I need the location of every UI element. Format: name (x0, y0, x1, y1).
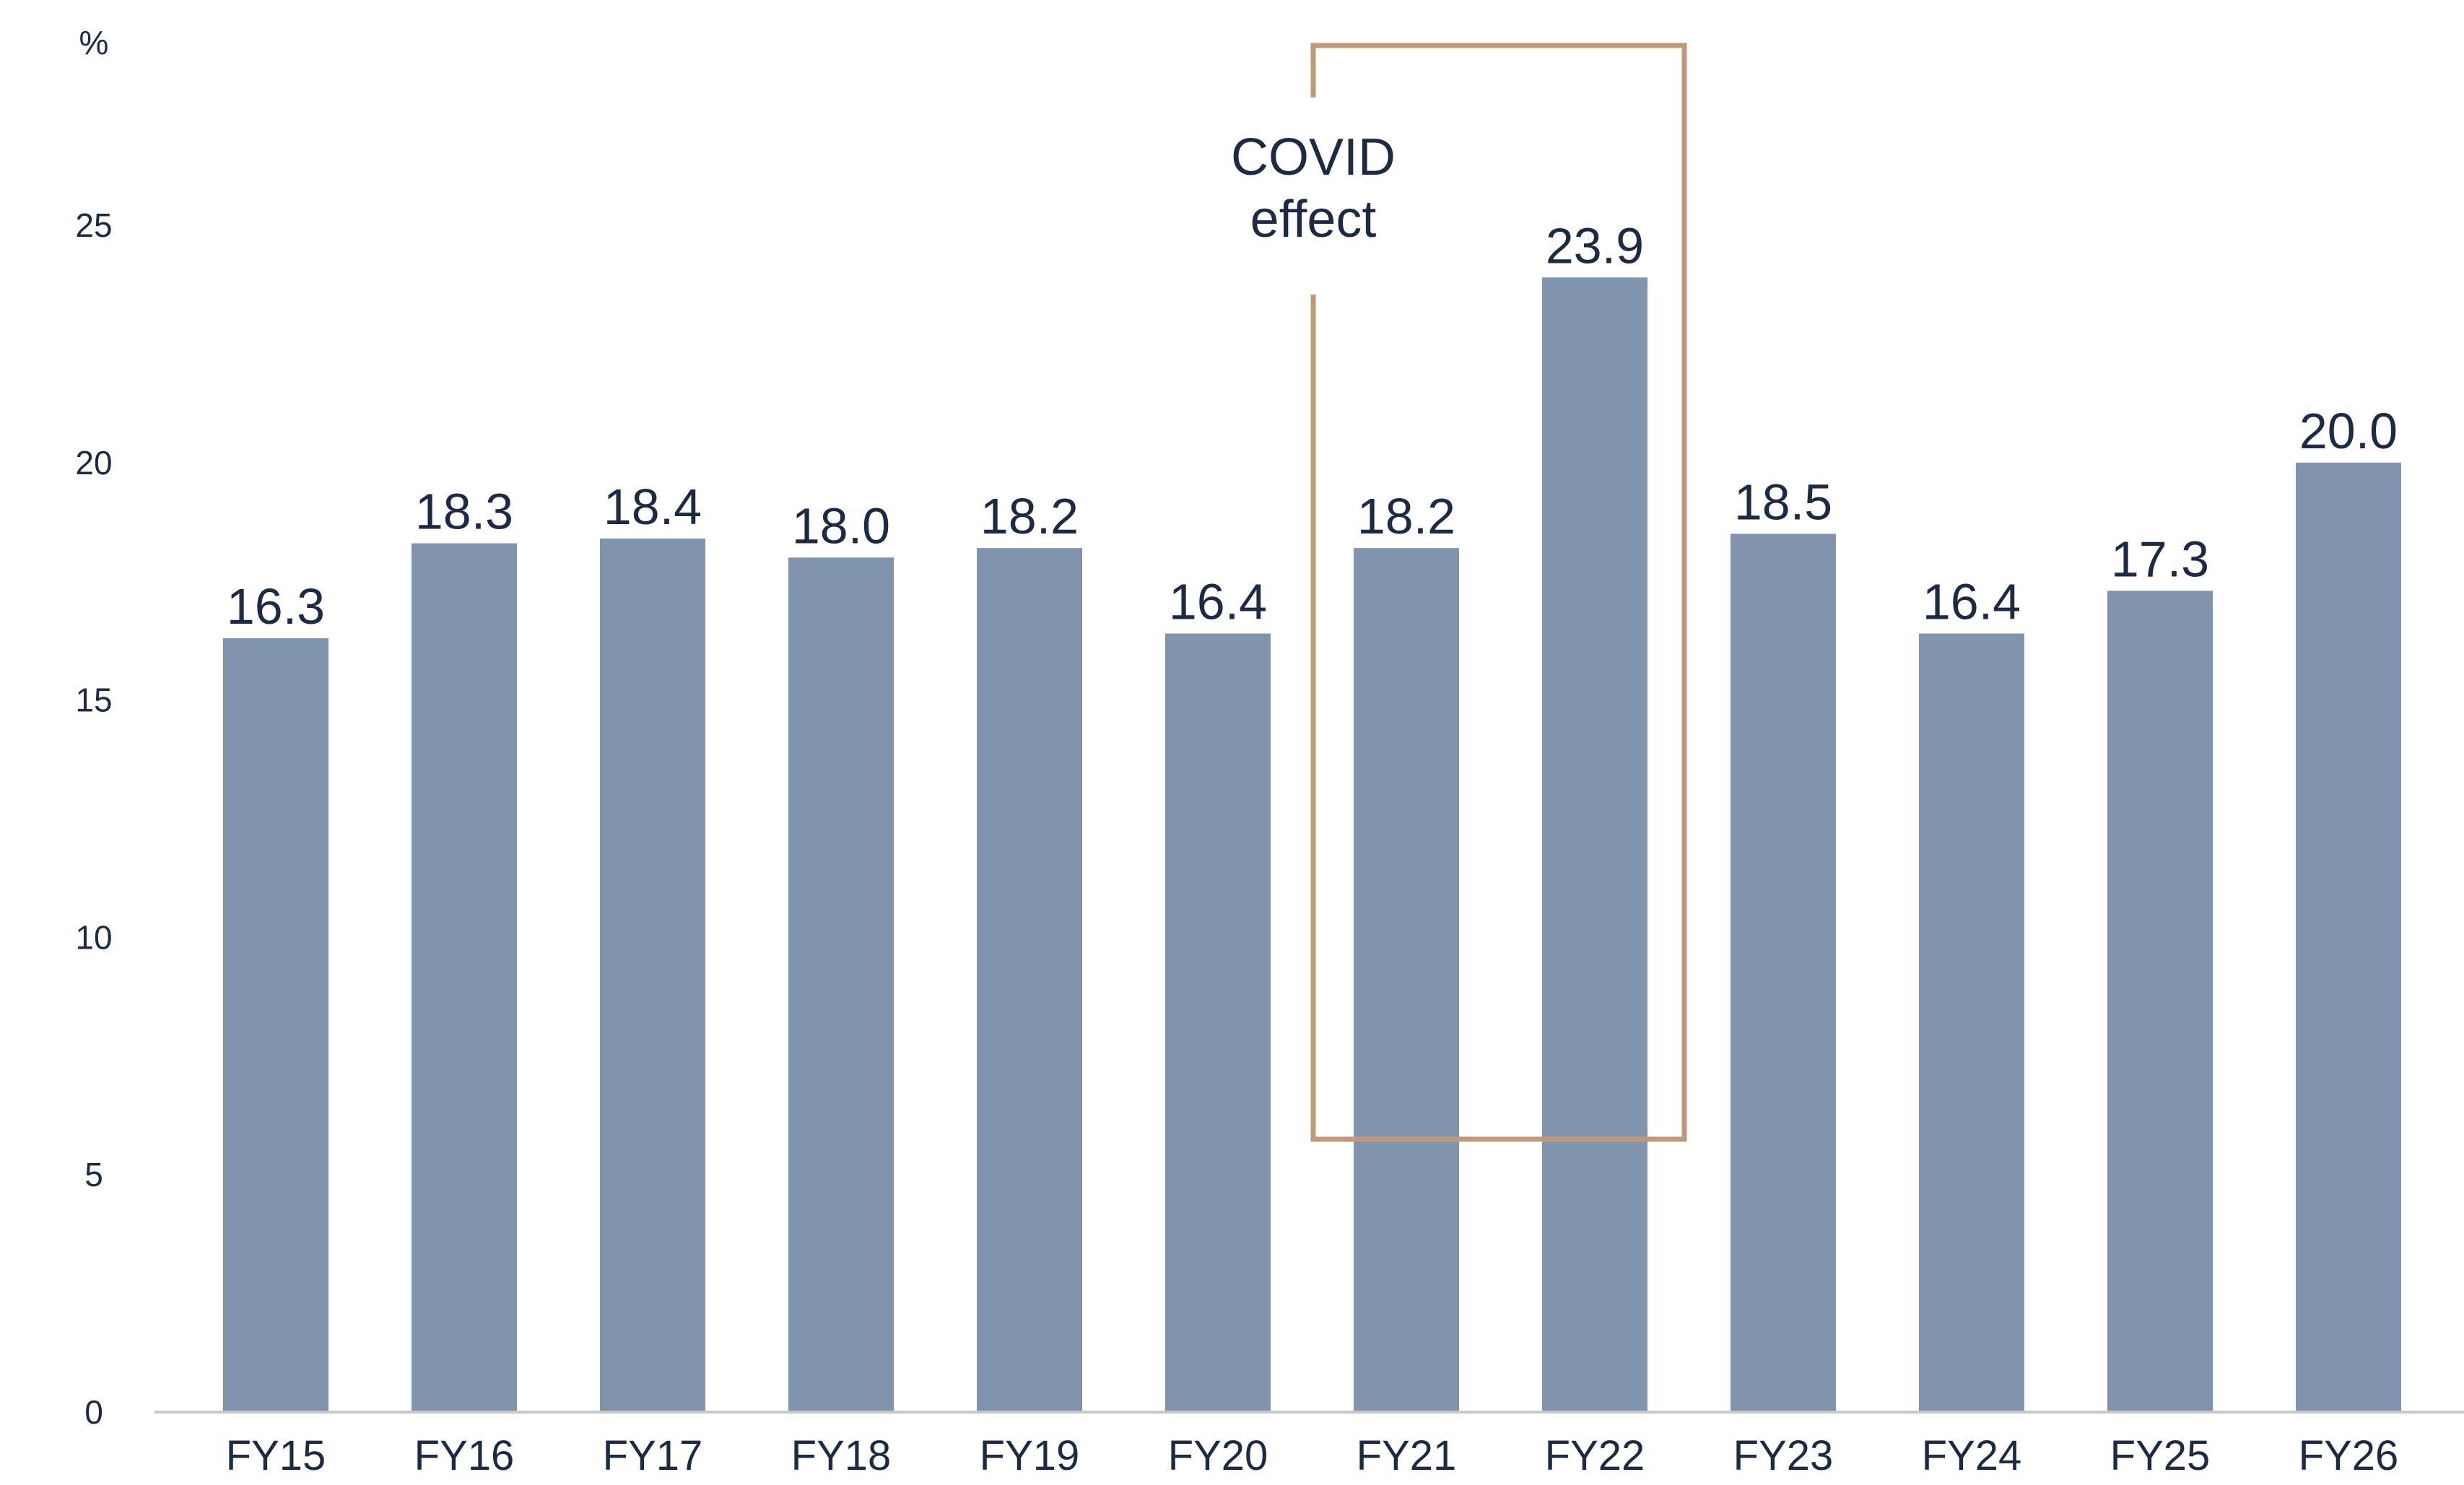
x-tick-label: FY24 (1922, 1432, 2022, 1479)
y-tick-label: 20 (75, 444, 112, 482)
bar-fy17 (600, 539, 705, 1412)
value-label: 16.3 (227, 578, 325, 635)
y-tick-label: 5 (84, 1156, 103, 1193)
bar-fy23 (1731, 534, 1836, 1413)
value-label: 16.4 (1169, 574, 1267, 630)
x-axis-labels: FY15 FY16 FY17 FY18 FY19 FY20 FY21 FY22 FY23 FY24… (226, 1432, 2399, 1479)
annotation-line: COVID (1231, 129, 1396, 186)
bar-fy26 (2296, 462, 2401, 1412)
x-tick-label: FY16 (414, 1432, 515, 1479)
bar-fy16 (412, 543, 517, 1412)
bar-fy21 (1354, 548, 1459, 1413)
y-tick-label: 10 (75, 918, 112, 956)
covid-bracket (1310, 43, 1687, 1142)
annotation-line: effect (1250, 191, 1377, 248)
y-tick-label: 25 (75, 206, 112, 244)
value-label: 18.3 (415, 484, 513, 540)
bar-fy20 (1165, 633, 1271, 1412)
bar-fy19 (977, 548, 1082, 1413)
x-tick-label: FY15 (226, 1432, 326, 1479)
value-label: 18.0 (792, 497, 890, 554)
value-label: 18.5 (1734, 474, 1832, 530)
x-tick-label: FY25 (2110, 1432, 2211, 1479)
y-tick-label: 15 (75, 681, 112, 719)
x-tick-label: FY19 (980, 1432, 1080, 1479)
y-axis-unit-label: % (79, 24, 109, 61)
bars (223, 277, 2401, 1413)
value-label: 18.2 (980, 488, 1079, 544)
y-tick-label: 0 (84, 1393, 103, 1431)
x-tick-label: FY18 (791, 1432, 892, 1479)
x-tick-label: FY22 (1545, 1432, 1645, 1479)
bar-fy25 (2107, 591, 2213, 1412)
value-label: 20.0 (2299, 403, 2398, 459)
bar-fy24 (1919, 633, 2024, 1412)
bar-fy22 (1542, 277, 1647, 1413)
x-tick-label: FY26 (2299, 1432, 2399, 1479)
x-tick-label: FY23 (1733, 1432, 1834, 1479)
value-label: 18.4 (604, 479, 702, 535)
value-label: 16.4 (1923, 574, 2021, 630)
value-label: 18.2 (1357, 488, 1455, 544)
bar-fy15 (223, 638, 328, 1412)
x-tick-label: FY20 (1168, 1432, 1268, 1479)
value-label: 23.9 (1546, 217, 1644, 274)
y-axis-ticks: 0 5 10 15 20 25 (75, 206, 112, 1431)
bar-fy18 (788, 557, 894, 1412)
value-labels: 16.3 18.3 18.4 18.0 18.2 16.4 18.2 23.9 18.5 16.4… (227, 217, 2398, 635)
value-label: 17.3 (2111, 531, 2209, 587)
x-tick-label: FY21 (1357, 1432, 1457, 1479)
x-tick-label: FY17 (603, 1432, 703, 1479)
